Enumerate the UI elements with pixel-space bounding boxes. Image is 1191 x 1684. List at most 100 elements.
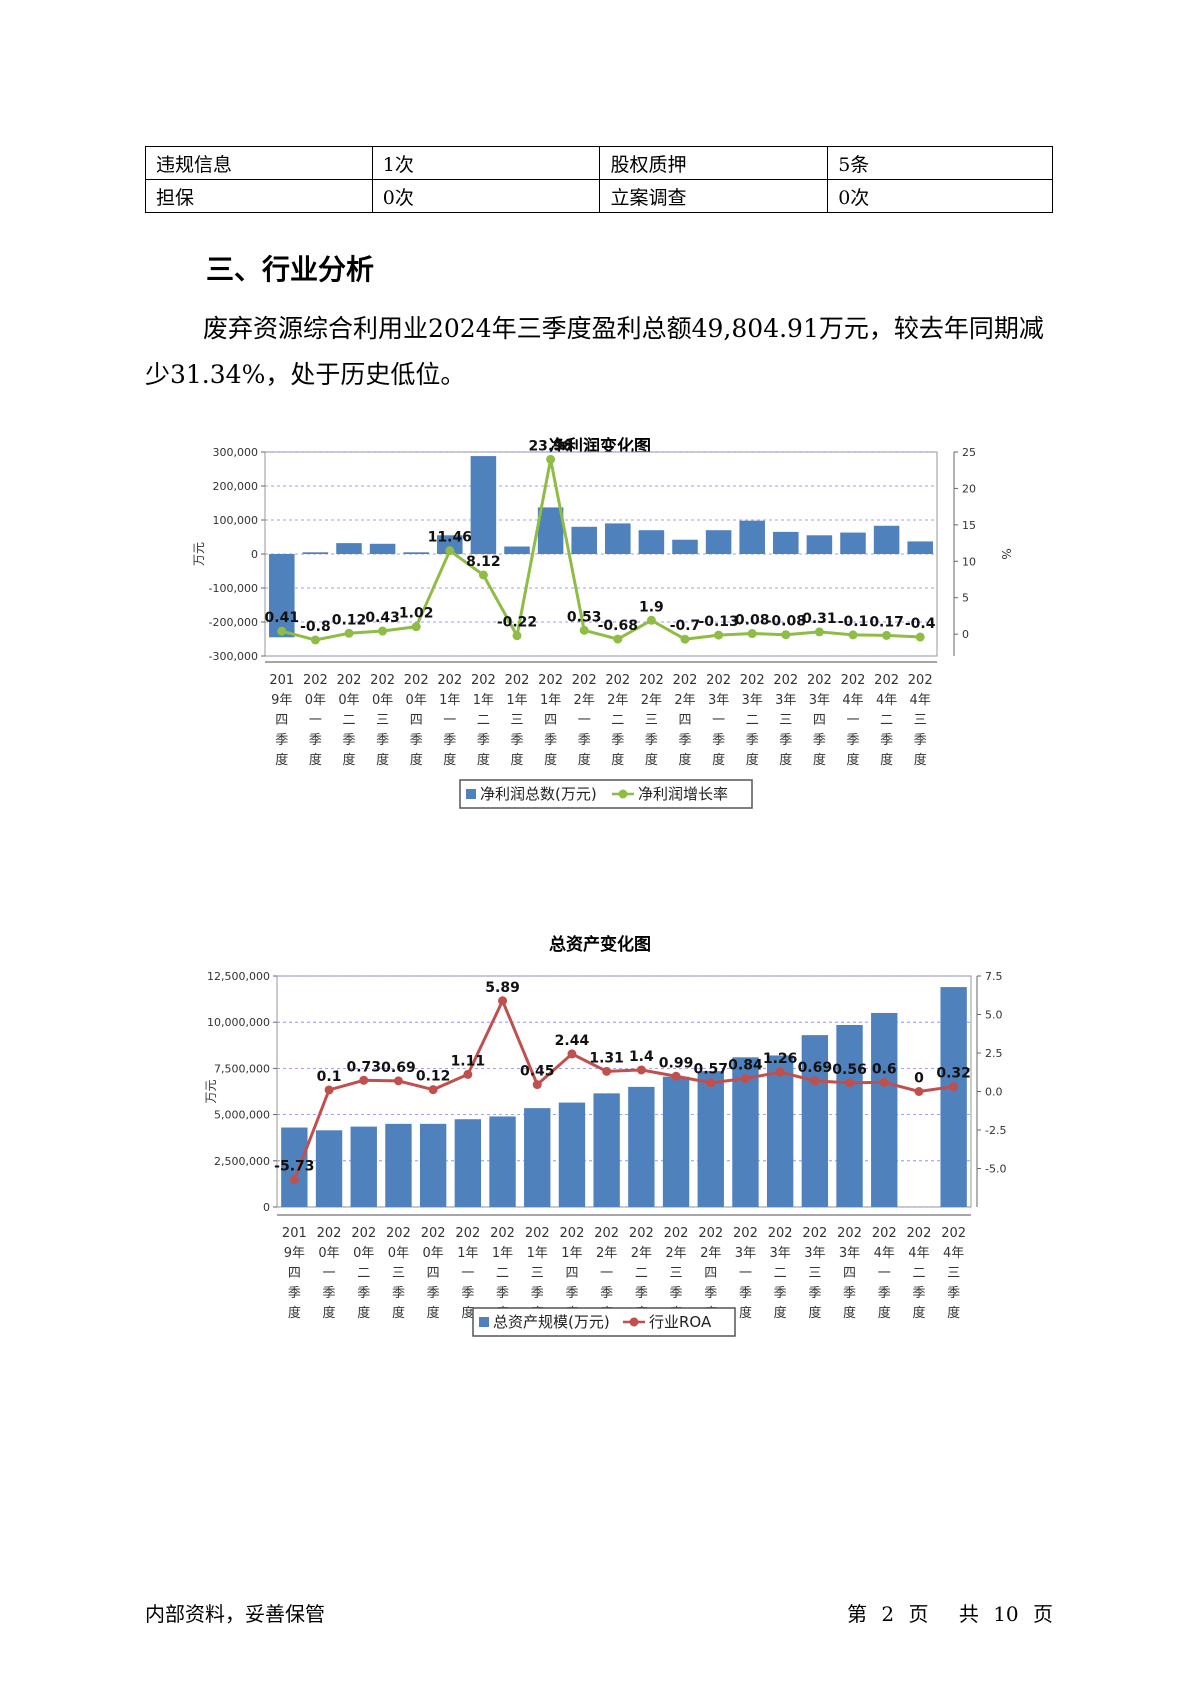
bar [836, 1024, 863, 1207]
data-label: 1.11 [451, 1053, 486, 1069]
x-tick-label: 1年 [473, 693, 494, 708]
x-tick-label: 四 [813, 713, 826, 728]
x-tick-label: 202 [807, 673, 832, 688]
x-tick-label: 二 [912, 1266, 925, 1281]
x-tick-label: 季 [774, 1286, 787, 1301]
line-point [359, 1075, 369, 1085]
data-label: 11.46 [428, 530, 472, 546]
line-point [289, 1175, 299, 1185]
x-tick-label: 季 [410, 733, 423, 748]
x-tick-label: 度 [288, 1305, 301, 1321]
y-tick-label: -100,000 [209, 582, 258, 595]
x-tick-label: 季 [323, 1286, 336, 1301]
line-point [814, 627, 824, 637]
x-tick-label: 四 [565, 1266, 578, 1281]
x-tick-label: 202 [404, 673, 429, 688]
y2-tick-label: 25 [962, 446, 976, 459]
x-tick-label: 二 [635, 1266, 648, 1281]
x-tick-label: 2年 [665, 1246, 686, 1261]
y2-axis-title: % [999, 548, 1013, 559]
y-tick-label: 7,500,000 [214, 1062, 270, 1075]
y2-tick-label: 20 [962, 482, 976, 495]
x-tick-label: 202 [874, 673, 899, 688]
line-point [740, 1074, 750, 1084]
x-tick-label: 0年 [305, 693, 326, 708]
x-tick-label: 202 [629, 1226, 654, 1241]
x-tick-label: 季 [611, 733, 624, 748]
x-tick-label: 202 [560, 1226, 585, 1241]
x-tick-label: 度 [461, 1305, 474, 1321]
line-point [706, 1078, 716, 1088]
x-tick-label: 季 [496, 1286, 509, 1301]
x-tick-label: 度 [443, 752, 456, 768]
x-tick-label: 度 [813, 752, 826, 768]
x-tick-label: 一 [712, 713, 725, 728]
x-tick-label: 季 [392, 1286, 405, 1301]
data-label: 0.41 [265, 610, 300, 626]
bar [489, 1116, 516, 1207]
x-tick-label: 202 [872, 1226, 897, 1241]
bar [806, 535, 833, 554]
x-tick-label: 度 [611, 752, 624, 768]
bar [871, 1012, 898, 1207]
x-tick-label: 度 [427, 1305, 440, 1321]
total-assets-chart-svg: 12,500,000 10,000,000 7,500,000 5,000,000 2,… [204, 970, 1006, 1337]
table-cell: 0次 [827, 179, 1053, 213]
y2-tick-label: 15 [962, 519, 976, 532]
line-point [324, 1085, 334, 1095]
x-tick-label: 季 [712, 733, 725, 748]
x-tick-label: 202 [773, 673, 798, 688]
x-tick-label: 季 [843, 1286, 856, 1301]
y-tick-label: 100,000 [213, 514, 259, 527]
line-point [845, 1078, 855, 1088]
x-tick-label: 二 [496, 1266, 509, 1281]
x-tick-label: 二 [477, 713, 490, 728]
line-point [532, 1080, 542, 1090]
legend-line-marker [618, 789, 628, 799]
bar [336, 543, 362, 554]
x-tick-label: 度 [846, 752, 859, 768]
line-point [393, 1076, 403, 1086]
line-point [747, 629, 757, 639]
x-tick-label: 三 [914, 713, 927, 728]
bar [638, 530, 665, 554]
x-tick-label: 0年 [388, 1246, 409, 1261]
y2-tick-label: 5 [962, 592, 969, 605]
data-label: -0.68 [598, 618, 638, 634]
x-tick-label: 季 [342, 733, 355, 748]
total-prefix: 共 [958, 1602, 979, 1626]
line-point [344, 628, 354, 638]
bar [437, 535, 463, 554]
x-tick-label: 二 [342, 713, 355, 728]
x-tick-label: 季 [808, 1286, 821, 1301]
data-label: 0.6 [872, 1061, 897, 1077]
bar [662, 1076, 690, 1207]
line-point [671, 1071, 681, 1081]
x-tick-label: 9年 [284, 1246, 305, 1261]
data-label: 1.4 [629, 1049, 654, 1065]
x-tick-label: 季 [461, 1286, 474, 1301]
x-tick-label: 二 [746, 713, 759, 728]
x-tick-label: 季 [357, 1286, 370, 1301]
x-tick-label: 1年 [561, 1246, 582, 1261]
x-tick-label: 四 [704, 1266, 717, 1281]
bar [558, 1102, 586, 1207]
footer-page-info: 第 2 页 共 10 页 [839, 1598, 1053, 1627]
x-tick-label: 度 [712, 752, 725, 768]
x-tick-label: 季 [846, 733, 859, 748]
x-tick-label: 201 [269, 673, 294, 688]
x-tick-label: 度 [746, 752, 759, 768]
x-tick-label: 度 [774, 1305, 787, 1321]
bar [269, 554, 295, 638]
legend-label: 净利润总数(万元) [480, 785, 597, 803]
x-tick-label: 季 [635, 1286, 648, 1301]
bar [369, 543, 396, 554]
data-label: 0.12 [416, 1069, 451, 1085]
total-number: 10 [993, 1602, 1019, 1626]
bar [385, 1123, 412, 1207]
bar [593, 1093, 620, 1207]
bar [705, 530, 732, 554]
x-tick-label: 202 [605, 673, 630, 688]
data-label: 2.44 [555, 1033, 590, 1049]
x-tick-label: 度 [410, 752, 423, 768]
